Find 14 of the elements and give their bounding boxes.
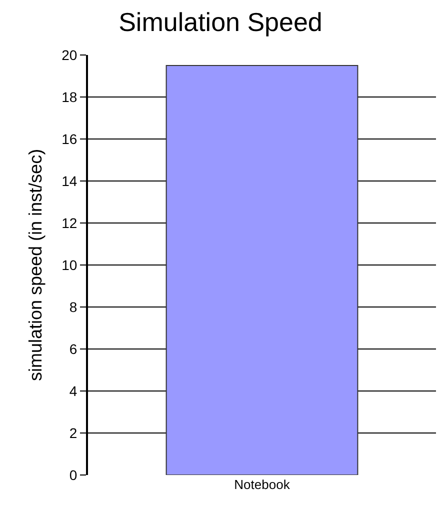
chart-title: Simulation Speed [118,7,322,38]
y-tick-label: 8 [69,298,78,315]
y-tick-label: 10 [62,256,78,273]
x-tick-label: Notebook [234,477,290,492]
y-tick-label: 18 [62,88,78,105]
y-tick-label: 6 [69,340,78,357]
y-tick-label: 14 [62,172,78,189]
y-axis-title: simulation speed (in inst/sec) [25,148,46,382]
y-tick-label: 12 [62,214,78,231]
y-tick-label: 16 [62,130,78,147]
y-tick-label: 20 [62,46,78,63]
y-tick-label: 4 [69,382,78,399]
y-tick-label: 0 [69,466,78,483]
y-tick-label: 2 [69,424,78,441]
